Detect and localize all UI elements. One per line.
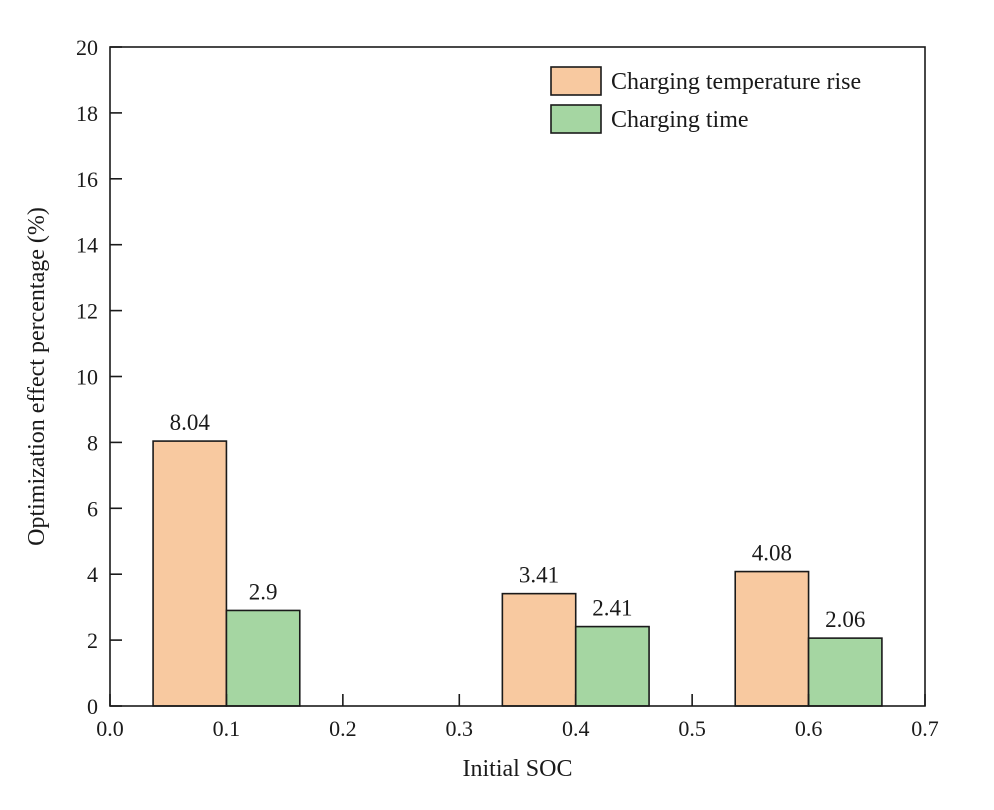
y-tick-label: 8 [87,430,98,455]
y-tick-label: 16 [76,167,98,192]
x-tick-label: 0.7 [911,716,939,741]
legend-label: Charging temperature rise [611,69,861,95]
y-tick-label: 18 [76,101,98,126]
bars-layer [152,440,883,707]
bar-charging-time [807,637,883,707]
x-tick-label: 0.4 [562,716,590,741]
y-tick-label: 0 [87,694,98,719]
legend: Charging temperature rise Charging time [550,66,861,134]
bar-charging-time [574,625,650,707]
x-tick-label: 0.3 [446,716,474,741]
y-tick-label: 20 [76,35,98,60]
y-axis-ticks: 0 2 4 6 8 10 12 14 16 18 20 [76,35,122,719]
y-tick-label: 6 [87,496,98,521]
x-tick-label: 0.0 [96,716,124,741]
bar-temperature-rise [152,440,228,707]
bar-temperature-rise [501,592,577,707]
y-tick-label: 4 [87,562,98,587]
bar-value-label: 2.41 [592,596,632,621]
y-tick-label: 14 [76,233,98,258]
legend-swatch [550,66,602,96]
y-axis-label: Optimization effect percentage (%) [24,207,50,546]
y-tick-label: 12 [76,299,98,324]
bar-charging-time [225,609,301,707]
value-labels-layer: 8.04 2.9 3.41 2.41 4.08 2.06 [170,410,866,632]
bar-value-label: 8.04 [170,410,211,435]
x-tick-label: 0.6 [795,716,823,741]
bar-temperature-rise [734,570,810,707]
x-tick-label: 0.5 [678,716,706,741]
bar-value-label: 2.9 [249,579,278,604]
bar-value-label: 2.06 [825,607,865,632]
axes-layer: 0.0 0.1 0.2 0.3 0.4 0.5 0.6 0.7 0 2 4 6 8 10 12 14 16 18… [24,35,939,782]
x-axis-label: Initial SOC [462,756,572,782]
x-tick-label: 0.2 [329,716,357,741]
bar-value-label: 3.41 [519,563,559,588]
x-tick-label: 0.1 [213,716,241,741]
legend-label: Charging time [611,107,749,133]
bar-value-label: 4.08 [752,541,792,566]
legend-swatch [550,104,602,134]
x-axis-ticks: 0.0 0.1 0.2 0.3 0.4 0.5 0.6 0.7 [96,694,939,741]
y-tick-label: 10 [76,365,98,390]
y-tick-label: 2 [87,628,98,653]
